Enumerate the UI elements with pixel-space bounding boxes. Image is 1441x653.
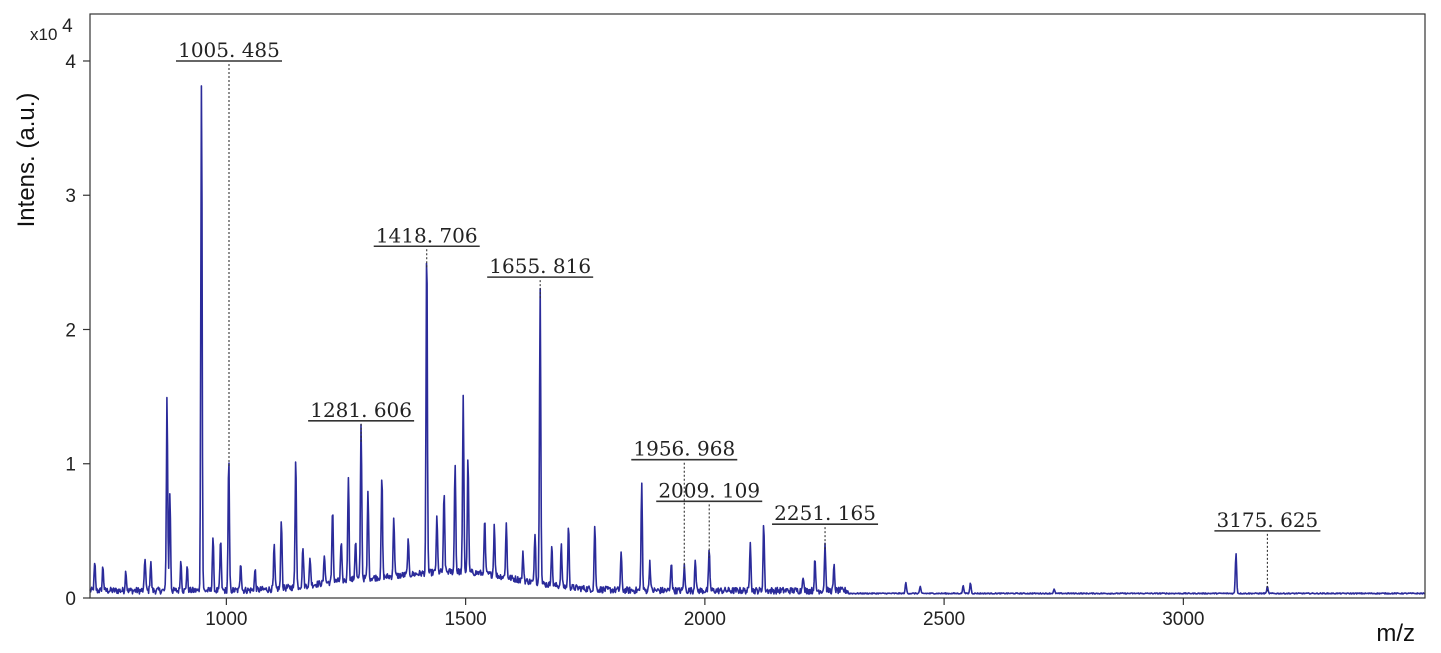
- x-tick-label: 2000: [684, 609, 726, 630]
- tick-labels: 1000 1500 2000 2500 3000 0 1 2 3 4: [65, 52, 1204, 630]
- y-multiplier-base: x10: [30, 25, 57, 44]
- peak-label: 1281. 606: [310, 398, 412, 422]
- peak-label: 1005. 485: [178, 38, 280, 62]
- y-multiplier-exponent: 4: [62, 16, 73, 37]
- axis-ticks: [83, 60, 1184, 605]
- y-tick-label: 3: [65, 186, 76, 207]
- y-axis-title: Intens. (a.u.): [13, 93, 40, 228]
- y-multiplier-label: x10 4: [30, 16, 73, 44]
- peak-label: 2009. 109: [658, 478, 760, 502]
- spectrum-line: [89, 85, 1426, 595]
- peak-label: 3175. 625: [1216, 508, 1318, 532]
- y-tick-label: 1: [65, 455, 76, 476]
- x-tick-label: 1000: [205, 609, 247, 630]
- x-tick-label: 3000: [1162, 609, 1204, 630]
- x-axis-title: m/z: [1376, 620, 1415, 647]
- peak-label: 1956. 968: [633, 437, 735, 461]
- plot-frame: [89, 13, 1426, 599]
- peak-label: 1418. 706: [376, 223, 478, 247]
- y-tick-label: 4: [65, 52, 76, 73]
- peak-annotations: 1005. 485 1281. 606 1418. 706 1655. 816 1956…: [175, 38, 1321, 592]
- x-tick-label: 2500: [923, 609, 965, 630]
- y-tick-label: 0: [65, 589, 76, 610]
- x-tick-label: 1500: [444, 609, 486, 630]
- y-tick-label: 2: [65, 320, 76, 341]
- peak-label: 1655. 816: [489, 254, 591, 278]
- peak-label: 2251. 165: [774, 501, 876, 525]
